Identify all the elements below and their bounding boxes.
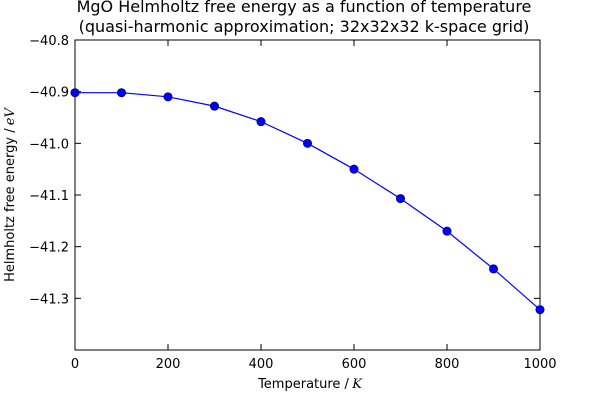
y-tick-label: −41.1 xyxy=(29,189,69,204)
chart-title-line2: (quasi-harmonic approximation; 32x32x32 … xyxy=(79,17,530,36)
series-line xyxy=(75,92,541,311)
x-axis-label-text: Temperature / xyxy=(257,377,349,392)
data-point xyxy=(535,305,545,315)
x-tick-label: 1000 xyxy=(523,357,556,372)
chart-title-line1: MgO Helmholtz free energy as a function … xyxy=(77,0,532,16)
x-tick-label: 200 xyxy=(156,357,181,372)
y-axis-label: Helmholtz free energy / eV xyxy=(2,106,18,281)
y-tick-label: −40.8 xyxy=(29,34,69,49)
x-tick-label: 800 xyxy=(435,357,460,372)
series-group xyxy=(70,88,545,315)
data-point xyxy=(395,194,405,204)
data-point xyxy=(70,88,80,98)
data-point xyxy=(210,101,220,111)
x-tick-label: 0 xyxy=(71,357,79,372)
plot-area-frame xyxy=(74,39,541,351)
x-axis-ticks: 0 200 400 600 800 1000 xyxy=(71,40,557,372)
y-tick-label: −41.2 xyxy=(29,241,69,256)
x-axis-label: Temperature / K xyxy=(257,376,363,392)
data-point xyxy=(302,138,312,148)
data-point xyxy=(442,226,452,236)
y-tick-label: −41.0 xyxy=(29,137,69,152)
y-axis-label-unit: eV xyxy=(3,106,18,125)
data-point xyxy=(117,88,127,98)
y-axis-ticks: −41.3 −41.2 −41.1 −41.0 −40.9 −40.8 xyxy=(29,34,540,307)
data-point xyxy=(256,117,266,127)
data-point xyxy=(349,164,359,174)
y-axis-label-text: Helmholtz free energy / xyxy=(3,128,18,282)
x-tick-label: 400 xyxy=(249,357,274,372)
x-tick-label: 600 xyxy=(342,357,367,372)
y-tick-label: −40.9 xyxy=(29,86,69,101)
y-tick-label: −41.3 xyxy=(29,292,69,307)
data-point xyxy=(488,264,498,274)
data-point xyxy=(163,92,173,102)
x-axis-label-unit: K xyxy=(351,377,363,392)
